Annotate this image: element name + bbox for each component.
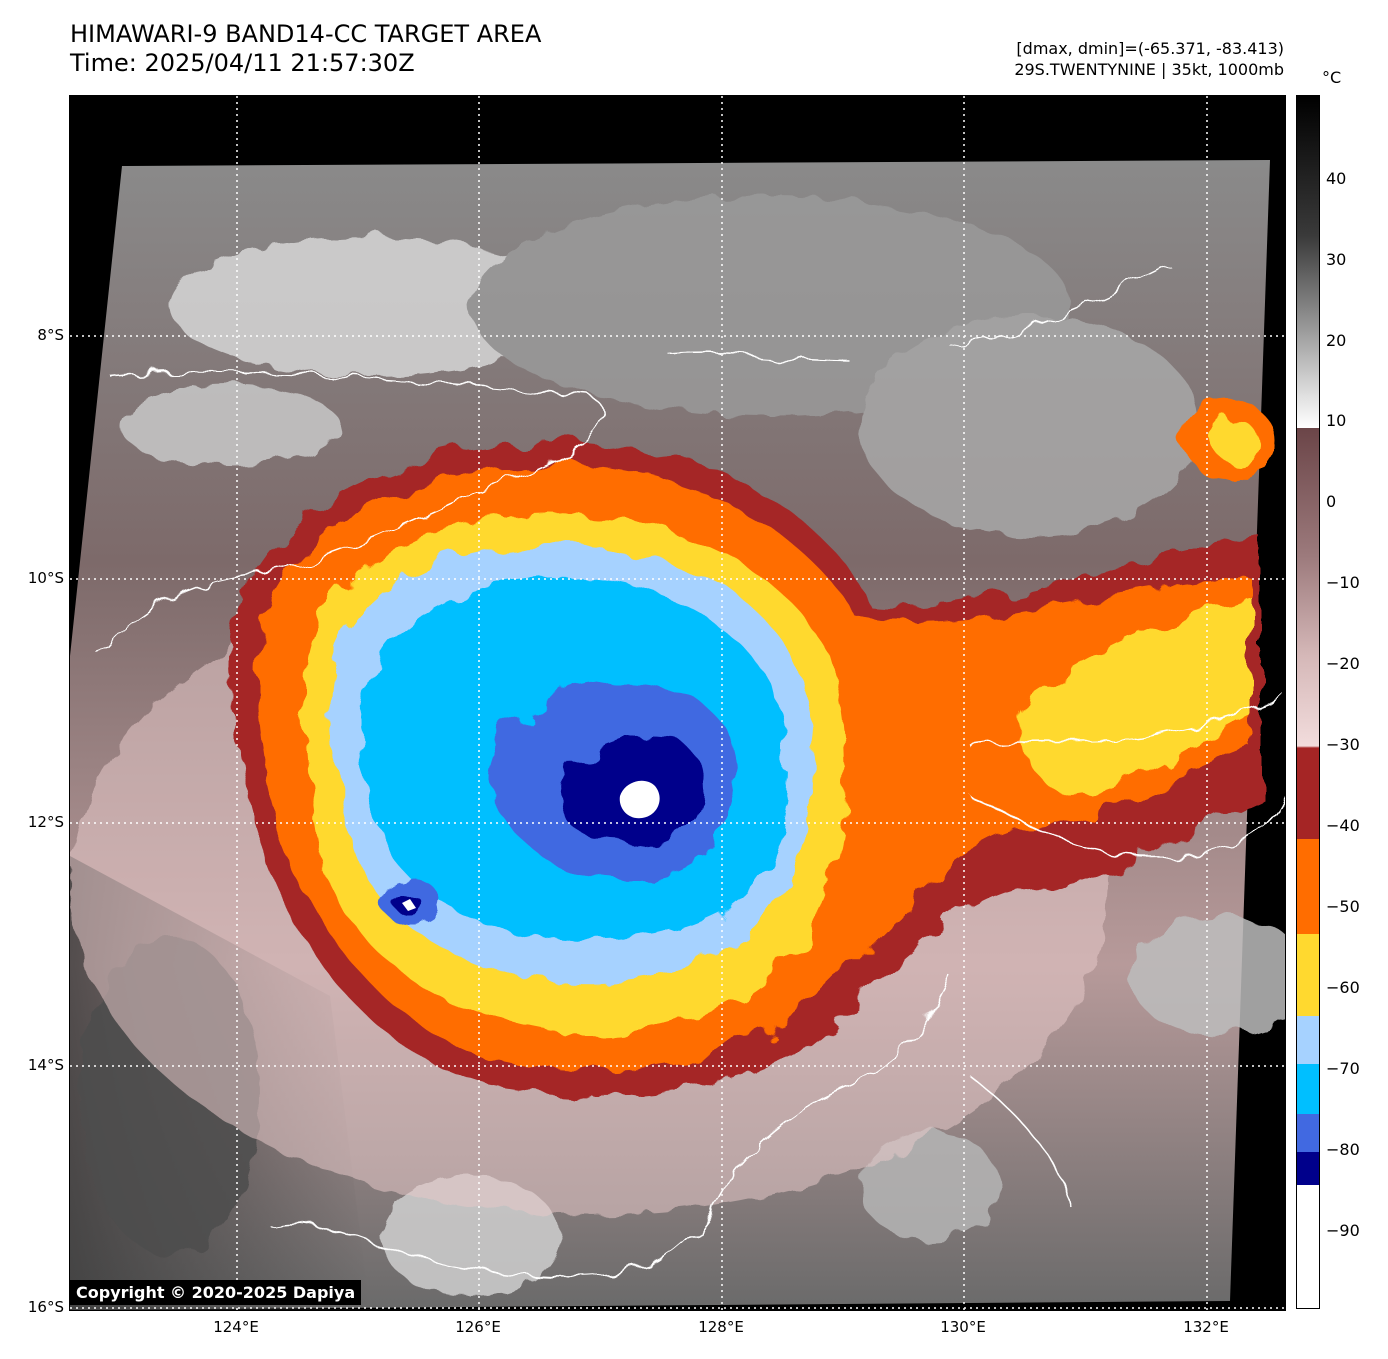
lon-label-132e: 132°E (1183, 1318, 1229, 1336)
colorbar-label-minus40: −40 (1326, 816, 1360, 835)
lat-label-16s: 16°S (27, 1298, 64, 1316)
colorbar-unit: °C (1322, 68, 1342, 87)
colorbar-label-minus60: −60 (1326, 978, 1360, 997)
lat-label-8s: 8°S (37, 326, 64, 344)
colorbar-label-minus10: −10 (1326, 573, 1360, 592)
colorbar (1296, 95, 1320, 1309)
colorbar-label-20: 20 (1326, 331, 1347, 350)
lon-label-126e: 126°E (455, 1318, 501, 1336)
colorbar-label-30: 30 (1326, 250, 1347, 269)
lon-label-128e: 128°E (698, 1318, 744, 1336)
lat-label-12s: 12°S (27, 813, 64, 831)
storm-text: 29S.TWENTYNINE | 35kt, 1000mb (1014, 60, 1284, 79)
cell-white (402, 899, 416, 911)
colorbar-label-minus30: −30 (1326, 735, 1360, 754)
storm-cloud-shield (229, 401, 1275, 1096)
coastlines (99, 265, 1285, 1278)
colorbar-label-minus50: −50 (1326, 897, 1360, 916)
range-text: [dmax, dmin]=(-65.371, -83.413) (1016, 39, 1284, 58)
lon-label-124e: 124°E (213, 1318, 259, 1336)
ne-cell-yellow (1213, 419, 1257, 463)
satellite-map (69, 95, 1286, 1311)
title-block: HIMAWARI-9 BAND14-CC TARGET AREA Time: 2… (70, 20, 541, 78)
gridlines (70, 96, 1285, 1310)
info-block: [dmax, dmin]=(-65.371, -83.413) 29S.TWEN… (1014, 38, 1284, 80)
colorbar-label-10: 10 (1326, 411, 1347, 430)
colorbar-label-40: 40 (1326, 169, 1347, 188)
copyright-badge: Copyright © 2020-2025 Dapiya (70, 1280, 362, 1305)
chart-title: HIMAWARI-9 BAND14-CC TARGET AREA (70, 20, 542, 48)
colorbar-label-minus20: −20 (1326, 654, 1360, 673)
lat-label-10s: 10°S (27, 569, 64, 587)
satellite-image (70, 96, 1285, 1310)
core-white (619, 780, 660, 819)
chart-time: Time: 2025/04/11 21:57:30Z (70, 49, 415, 77)
lon-label-130e: 130°E (940, 1318, 986, 1336)
colorbar-label-minus90: −90 (1326, 1221, 1360, 1240)
band-east-yellow (1022, 596, 1250, 796)
lat-label-14s: 14°S (27, 1056, 64, 1074)
colorbar-label-minus80: −80 (1326, 1140, 1360, 1159)
colorbar-label-0: 0 (1326, 492, 1337, 511)
colorbar-label-minus70: −70 (1326, 1059, 1360, 1078)
